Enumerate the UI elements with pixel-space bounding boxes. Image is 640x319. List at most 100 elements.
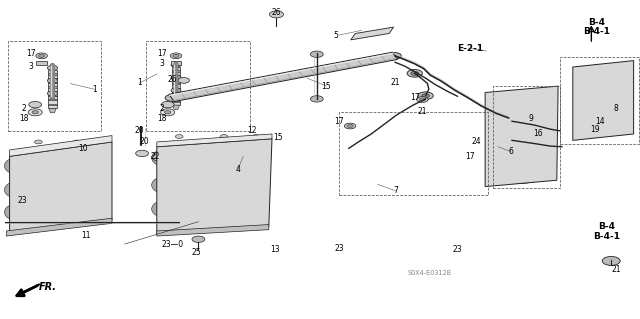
Text: 26: 26 — [168, 75, 178, 84]
Text: 21: 21 — [391, 78, 400, 87]
Ellipse shape — [38, 181, 77, 192]
Bar — [172, 75, 180, 77]
Bar — [48, 91, 57, 93]
Text: 26: 26 — [271, 8, 282, 17]
Bar — [49, 70, 56, 83]
Circle shape — [310, 51, 323, 57]
Text: 17: 17 — [334, 117, 344, 126]
Polygon shape — [169, 52, 397, 101]
Ellipse shape — [504, 123, 536, 132]
Circle shape — [28, 109, 42, 116]
Bar — [48, 86, 57, 87]
Text: 4: 4 — [236, 165, 241, 174]
Circle shape — [504, 117, 520, 125]
Ellipse shape — [152, 150, 175, 166]
Text: 3: 3 — [159, 59, 164, 68]
Circle shape — [29, 101, 42, 108]
Polygon shape — [173, 93, 179, 97]
Ellipse shape — [177, 172, 239, 191]
Polygon shape — [10, 136, 112, 156]
Circle shape — [161, 101, 174, 108]
Bar — [172, 83, 180, 85]
Text: 18: 18 — [20, 114, 29, 122]
Text: 17: 17 — [465, 152, 476, 161]
Text: 21: 21 — [612, 265, 621, 274]
Circle shape — [136, 150, 148, 157]
Ellipse shape — [183, 148, 224, 161]
Circle shape — [35, 140, 42, 144]
Circle shape — [388, 53, 401, 59]
Ellipse shape — [504, 148, 536, 158]
Text: 23: 23 — [334, 244, 344, 253]
Circle shape — [422, 94, 429, 98]
Polygon shape — [49, 108, 56, 113]
Text: 17: 17 — [26, 49, 36, 58]
Bar — [8, 41, 101, 131]
Bar — [172, 100, 180, 102]
Text: 9: 9 — [529, 114, 534, 122]
Circle shape — [602, 256, 620, 265]
Text: 13: 13 — [270, 245, 280, 254]
Ellipse shape — [495, 94, 544, 110]
Bar — [48, 104, 57, 105]
Ellipse shape — [29, 178, 86, 196]
Text: 15: 15 — [321, 82, 332, 91]
Ellipse shape — [152, 201, 175, 217]
Polygon shape — [157, 139, 272, 234]
Text: 23: 23 — [17, 197, 28, 205]
Polygon shape — [6, 218, 112, 236]
Text: 1: 1 — [92, 85, 97, 94]
Circle shape — [178, 78, 189, 83]
Circle shape — [161, 109, 175, 116]
Ellipse shape — [495, 120, 544, 136]
Bar — [172, 96, 180, 97]
Text: 20: 20 — [139, 137, 149, 146]
Ellipse shape — [32, 200, 90, 218]
Circle shape — [73, 140, 81, 144]
Ellipse shape — [22, 154, 80, 172]
Text: 19: 19 — [590, 125, 600, 134]
Circle shape — [252, 135, 260, 138]
Circle shape — [171, 75, 181, 80]
Text: 18: 18 — [157, 114, 166, 122]
Bar — [339, 112, 488, 195]
Circle shape — [417, 97, 428, 102]
Circle shape — [152, 154, 166, 161]
Polygon shape — [351, 27, 394, 40]
Circle shape — [171, 63, 181, 67]
Polygon shape — [49, 83, 56, 87]
Bar — [36, 61, 47, 65]
Text: B-4-1: B-4-1 — [583, 27, 610, 36]
Bar — [172, 93, 180, 105]
Text: 1: 1 — [137, 78, 142, 87]
Text: S0X4-E0312B: S0X4-E0312B — [408, 270, 452, 276]
Text: 23: 23 — [452, 245, 463, 254]
Circle shape — [175, 135, 183, 138]
Polygon shape — [10, 142, 112, 234]
Ellipse shape — [42, 203, 80, 215]
Bar — [49, 83, 56, 96]
Ellipse shape — [32, 157, 70, 168]
Circle shape — [173, 54, 179, 57]
Text: 10: 10 — [78, 144, 88, 153]
Circle shape — [344, 123, 356, 129]
Text: B-4-1: B-4-1 — [593, 232, 620, 241]
Bar — [48, 73, 57, 75]
Circle shape — [586, 92, 618, 108]
Text: 23—0: 23—0 — [162, 240, 184, 249]
Ellipse shape — [495, 167, 544, 183]
Text: 21: 21 — [418, 107, 427, 116]
Ellipse shape — [191, 199, 232, 212]
Circle shape — [38, 54, 45, 57]
Ellipse shape — [504, 97, 536, 107]
Ellipse shape — [4, 204, 28, 220]
Text: 16: 16 — [532, 129, 543, 138]
Polygon shape — [49, 96, 56, 100]
Circle shape — [15, 197, 27, 202]
Circle shape — [310, 96, 323, 102]
Circle shape — [592, 95, 611, 104]
Bar — [172, 70, 180, 72]
Polygon shape — [173, 80, 179, 84]
Circle shape — [36, 53, 47, 59]
Bar — [171, 61, 181, 65]
